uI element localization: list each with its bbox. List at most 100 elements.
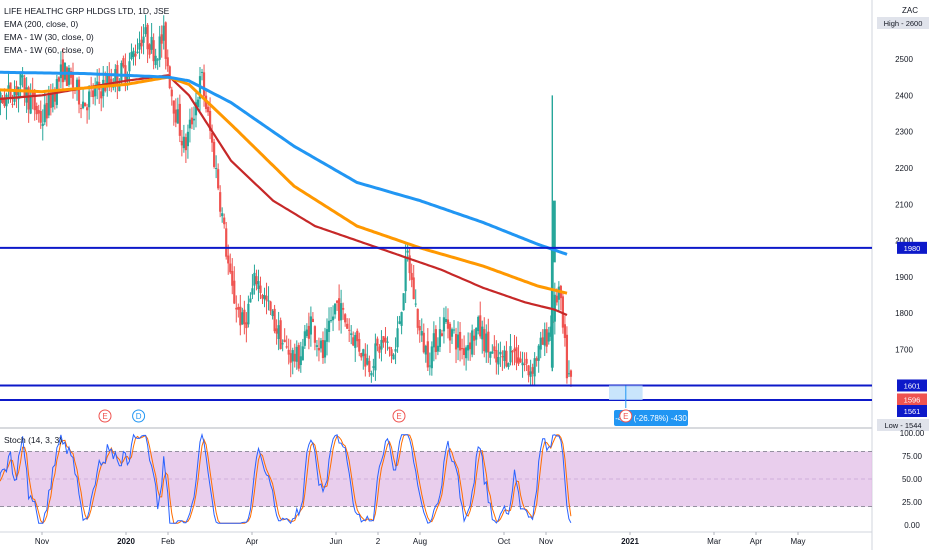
candle-body (400, 312, 403, 326)
currency-label: ZAC (902, 6, 918, 15)
stoch-band-layer (0, 450, 872, 508)
candle-body (483, 329, 486, 352)
candle-body (285, 346, 288, 348)
price-axis[interactable]: 2500 2400 2300 2200 2100 2000 1900 1800 1700 High… (877, 17, 929, 431)
candle-body (313, 326, 317, 343)
candle-body (146, 24, 149, 50)
candle-body (305, 329, 308, 336)
candle-body (348, 329, 351, 331)
measure-tool[interactable]: -430 (-26.78%) -430 (609, 385, 688, 426)
candle-body (194, 102, 198, 116)
candle-body (186, 131, 190, 147)
candle-body (283, 339, 286, 343)
price-badge[interactable] (897, 379, 927, 392)
measure-label-box (614, 410, 688, 426)
stoch-tick-label: 25.00 (902, 498, 923, 507)
candle-body (49, 93, 52, 108)
horizontal-lines-layer (0, 246, 872, 401)
ema30w-line (0, 75, 568, 295)
candle-body (299, 356, 302, 365)
candle-body (67, 67, 71, 85)
candle-body (507, 363, 510, 367)
time-tick-label: 2020 (117, 537, 135, 546)
candle-body (368, 360, 371, 373)
time-axis[interactable]: Nov 2020 Feb Apr Jun 2 Aug Oct Nov 2021 Mar Apr May (35, 532, 806, 546)
candle-body (196, 99, 200, 108)
candle-body (235, 307, 238, 310)
candle-body (29, 96, 32, 114)
candle-body (309, 316, 312, 335)
price-tick-label: 1800 (895, 309, 913, 318)
indicator-ema200-label[interactable]: EMA (200, close, 0) (4, 19, 78, 29)
candle-body (327, 320, 331, 332)
candle-body (219, 192, 222, 212)
price-badge[interactable] (897, 241, 927, 254)
candle-body (424, 345, 427, 355)
candle-body (557, 286, 560, 300)
candle-body (154, 55, 157, 66)
candle-body (158, 36, 161, 60)
price-tick-label: 2300 (895, 128, 913, 137)
candle-body (301, 346, 304, 361)
candle-body (245, 322, 248, 329)
indicator-ema30w-label[interactable]: EMA - 1W (30, close, 0) (4, 32, 94, 42)
time-tick-label: May (790, 537, 805, 546)
candle-body (239, 306, 242, 326)
event-marker[interactable] (132, 409, 146, 423)
candle-body (390, 349, 393, 356)
candle-body (263, 295, 266, 300)
candle-body (83, 102, 87, 107)
candle-body (215, 167, 218, 169)
candle-body (65, 67, 69, 86)
candle-body (358, 339, 361, 352)
candle-body (450, 329, 454, 337)
candle-body (537, 345, 540, 361)
candle-body (434, 329, 437, 353)
candle-body (96, 81, 99, 85)
candle-body (23, 77, 26, 98)
stoch-axis[interactable]: 100.00 75.00 50.00 25.00 0.00 (900, 429, 925, 530)
time-tick-label: Nov (539, 537, 553, 546)
candle-body (231, 271, 234, 286)
candle-body (71, 72, 75, 88)
candle-body (126, 76, 129, 80)
candle-body (418, 325, 421, 331)
candle-body (491, 351, 494, 354)
candle-body (475, 327, 478, 340)
candle-body (338, 298, 341, 321)
candle-body (529, 371, 532, 377)
candle-body (208, 110, 212, 131)
candle-body (360, 352, 363, 358)
candle-body (184, 137, 187, 151)
candle-body (432, 333, 435, 348)
price-badge[interactable] (897, 393, 927, 406)
stoch-label[interactable]: Stoch (14, 3, 3) (4, 435, 62, 445)
event-marker[interactable] (98, 409, 112, 423)
candle-body (140, 39, 143, 47)
candle-body (465, 347, 468, 359)
symbol-title[interactable]: LIFE HEALTHC GRP HLDGS LTD, 1D, JSE (4, 6, 170, 16)
low-badge-label: Low - 1544 (884, 421, 921, 430)
candle-body (217, 169, 220, 189)
candle-body (487, 331, 490, 353)
candle-body (77, 79, 81, 105)
time-tick-label: Oct (498, 537, 511, 546)
event-marker[interactable] (392, 409, 406, 423)
candle-body (253, 272, 256, 286)
event-marker-label: E (102, 412, 107, 421)
candle-body (11, 103, 14, 105)
stoch-k-line (0, 432, 572, 525)
candle-body (273, 308, 276, 332)
candle-body (533, 358, 536, 377)
indicator-ema60w-label[interactable]: EMA - 1W (60, close, 0) (4, 45, 94, 55)
candle-body (92, 90, 95, 98)
candle-body (563, 324, 566, 339)
candle-body (331, 316, 335, 321)
candle-body (275, 328, 278, 334)
price-badge[interactable] (897, 405, 927, 417)
candle-body (388, 346, 391, 350)
price-tick-label: 2200 (895, 164, 913, 173)
event-marker[interactable] (619, 409, 633, 423)
